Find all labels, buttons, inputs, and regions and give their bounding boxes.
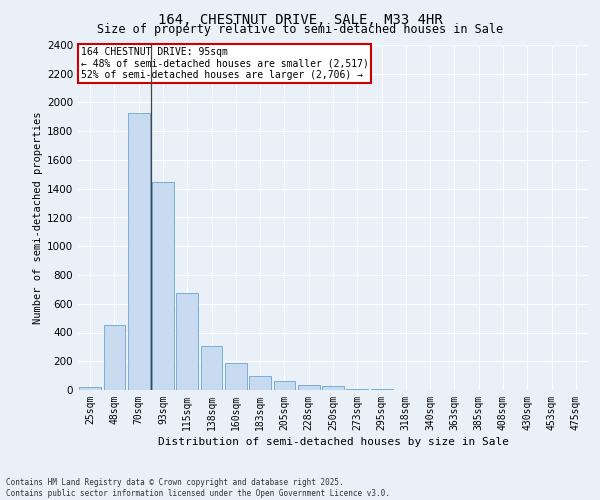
Y-axis label: Number of semi-detached properties: Number of semi-detached properties <box>33 112 43 324</box>
Bar <box>322 386 344 390</box>
Bar <box>346 388 368 390</box>
Bar <box>104 324 125 390</box>
Bar <box>176 293 198 390</box>
Text: 164, CHESTNUT DRIVE, SALE, M33 4HR: 164, CHESTNUT DRIVE, SALE, M33 4HR <box>158 12 442 26</box>
Bar <box>274 382 295 390</box>
Bar <box>298 385 320 390</box>
Text: 164 CHESTNUT DRIVE: 95sqm
← 48% of semi-detached houses are smaller (2,517)
52% : 164 CHESTNUT DRIVE: 95sqm ← 48% of semi-… <box>80 46 368 80</box>
Bar <box>152 182 174 390</box>
Text: Size of property relative to semi-detached houses in Sale: Size of property relative to semi-detach… <box>97 22 503 36</box>
Bar <box>200 346 223 390</box>
Text: Contains HM Land Registry data © Crown copyright and database right 2025.
Contai: Contains HM Land Registry data © Crown c… <box>6 478 390 498</box>
X-axis label: Distribution of semi-detached houses by size in Sale: Distribution of semi-detached houses by … <box>157 437 509 447</box>
Bar <box>128 112 149 390</box>
Bar <box>225 364 247 390</box>
Bar <box>79 387 101 390</box>
Bar <box>249 376 271 390</box>
